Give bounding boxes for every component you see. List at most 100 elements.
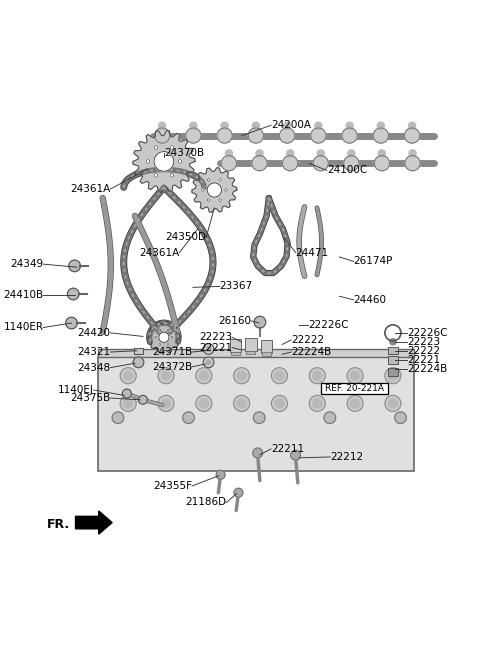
Circle shape [347, 396, 363, 411]
Text: 24370B: 24370B [164, 149, 204, 159]
Text: 1140ER: 1140ER [3, 322, 43, 333]
Circle shape [124, 399, 132, 408]
Circle shape [313, 371, 322, 380]
Circle shape [190, 122, 197, 129]
Text: 24355F: 24355F [153, 481, 192, 491]
Circle shape [206, 360, 211, 365]
Text: 24420: 24420 [77, 328, 110, 338]
Circle shape [207, 179, 210, 181]
Circle shape [120, 396, 136, 411]
Circle shape [186, 128, 201, 143]
Circle shape [154, 174, 158, 177]
Text: 26160: 26160 [218, 316, 251, 326]
Circle shape [283, 156, 298, 171]
Polygon shape [98, 349, 414, 356]
Circle shape [284, 122, 291, 129]
Bar [245, 338, 257, 351]
Circle shape [221, 122, 228, 129]
Text: 24372B: 24372B [152, 362, 192, 372]
Bar [262, 352, 271, 356]
Circle shape [203, 357, 214, 367]
Circle shape [234, 367, 250, 384]
Circle shape [390, 339, 396, 345]
Circle shape [158, 367, 174, 384]
Bar [231, 352, 240, 355]
Circle shape [347, 367, 363, 384]
Circle shape [313, 156, 328, 171]
Circle shape [196, 396, 212, 411]
Circle shape [171, 337, 173, 338]
Circle shape [133, 357, 144, 367]
Circle shape [170, 145, 174, 149]
Circle shape [202, 189, 204, 191]
FancyBboxPatch shape [321, 383, 388, 394]
Circle shape [199, 399, 208, 408]
Circle shape [253, 448, 263, 458]
Circle shape [159, 332, 169, 343]
Circle shape [256, 150, 263, 157]
Circle shape [167, 344, 169, 345]
Circle shape [385, 367, 401, 384]
Text: 24100C: 24100C [327, 165, 367, 176]
Circle shape [374, 156, 390, 171]
Circle shape [348, 150, 355, 157]
Circle shape [167, 329, 169, 331]
Circle shape [253, 412, 265, 424]
Circle shape [122, 389, 132, 398]
Text: 22212: 22212 [330, 452, 363, 462]
Circle shape [309, 396, 325, 411]
Circle shape [377, 122, 384, 129]
Circle shape [124, 371, 132, 380]
Circle shape [408, 122, 416, 129]
Circle shape [275, 371, 284, 380]
Circle shape [248, 128, 264, 143]
Circle shape [234, 488, 243, 497]
Circle shape [317, 150, 324, 157]
Circle shape [196, 367, 212, 384]
Circle shape [373, 128, 388, 143]
Text: 1140EJ: 1140EJ [58, 385, 94, 395]
Circle shape [138, 396, 147, 404]
Text: 24200A: 24200A [271, 121, 311, 130]
Circle shape [313, 399, 322, 408]
Circle shape [234, 396, 250, 411]
Circle shape [252, 122, 259, 129]
Circle shape [324, 412, 336, 424]
Circle shape [120, 367, 136, 384]
Circle shape [315, 122, 322, 129]
Circle shape [342, 128, 357, 143]
Circle shape [388, 399, 397, 408]
Text: REF. 20-221A: REF. 20-221A [325, 384, 384, 393]
Text: 24350D: 24350D [165, 232, 206, 242]
Circle shape [68, 288, 79, 300]
Circle shape [155, 128, 170, 143]
Circle shape [378, 150, 385, 157]
Circle shape [206, 346, 211, 351]
Text: FR.: FR. [47, 518, 70, 531]
Circle shape [162, 371, 170, 380]
Circle shape [237, 399, 246, 408]
Circle shape [351, 399, 360, 408]
Text: 26174P: 26174P [354, 257, 393, 267]
Text: 22211: 22211 [271, 444, 304, 454]
Text: 24471: 24471 [296, 248, 329, 257]
Text: 24349: 24349 [10, 259, 43, 269]
Text: 21186D: 21186D [185, 498, 227, 508]
Circle shape [159, 344, 161, 345]
Circle shape [388, 371, 397, 380]
Circle shape [346, 122, 353, 129]
Circle shape [275, 399, 284, 408]
Circle shape [158, 122, 166, 129]
Text: 24348: 24348 [77, 363, 110, 373]
Circle shape [405, 156, 420, 171]
Text: 22226C: 22226C [407, 328, 448, 338]
Text: 24410B: 24410B [3, 290, 43, 301]
Text: 24361A: 24361A [70, 184, 110, 194]
Circle shape [66, 317, 77, 329]
Text: 22222: 22222 [291, 335, 324, 345]
Circle shape [199, 371, 208, 380]
Circle shape [219, 179, 221, 181]
Text: 22223: 22223 [407, 337, 440, 346]
Circle shape [155, 337, 156, 338]
Polygon shape [148, 322, 180, 353]
